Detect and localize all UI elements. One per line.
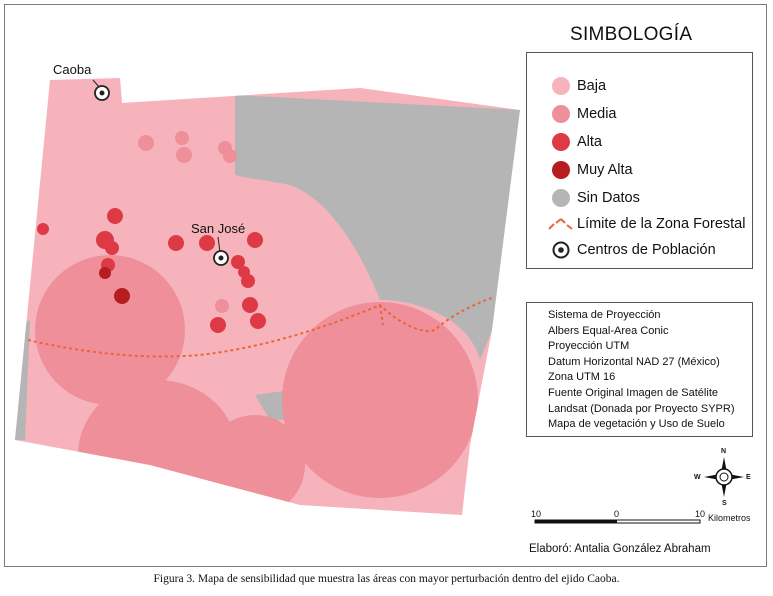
compass-south-label: S [722, 500, 727, 507]
compass-north-label: N [721, 448, 727, 455]
circle-swatch-icon [552, 77, 570, 95]
figure-caption: Figura 3. Mapa de sensibilidad que muest… [153, 573, 620, 585]
circle-swatch-icon [552, 133, 570, 151]
no-data-area-east [235, 95, 520, 360]
dashed-line-icon [548, 218, 573, 230]
legend-label: Alta [577, 134, 602, 150]
media-spots [138, 131, 237, 313]
legend-item-baja: Baja [547, 73, 606, 99]
info-line: Datum Horizontal NAD 27 (México) [548, 355, 720, 368]
info-line: Proyección UTM [548, 340, 630, 353]
info-line: Zona UTM 16 [548, 371, 616, 384]
scale-unit-label: Kilometros [708, 513, 751, 523]
legend-item-forest-limit: Límite de la Zona Forestal [547, 211, 745, 237]
population-center-san-jose [213, 236, 229, 266]
info-line: Landsat (Donada por Proyecto SYPR) [548, 402, 735, 415]
legend-label: Baja [577, 78, 607, 94]
legend-label: Límite de la Zona Forestal [577, 216, 746, 232]
medium-buffer-southeast [282, 302, 478, 498]
very-high-spots [99, 267, 130, 304]
compass-east-label: E [746, 474, 751, 481]
legend-label: Centros de Población [577, 242, 716, 258]
legend-label: Muy Alta [577, 162, 633, 178]
legend-item-sin-datos: Sin Datos [547, 185, 640, 211]
projection-info-box: Sistema de Proyección Albers Equal-Area … [526, 302, 753, 437]
place-label-caoba: Caoba [53, 62, 92, 77]
compass-rose [704, 457, 744, 497]
scale-label-left: 10 [531, 509, 542, 519]
map-credit: Elaboró: Antalia González Abraham [529, 543, 711, 555]
legend-item-muy-alta: Muy Alta [547, 157, 633, 183]
scale-label-zero: 0 [614, 509, 620, 519]
legend-item-population: Centros de Población [547, 237, 716, 263]
info-line: Fuente Original Imagen de Satélite [548, 386, 718, 399]
legend-box: Baja Media Alta Muy Alta Sin Datos Límit… [526, 52, 753, 269]
legend-item-alta: Alta [547, 129, 602, 155]
scale-label-right: 10 [695, 509, 706, 519]
info-line: Mapa de vegetación y Uso de Suelo [548, 418, 725, 431]
info-line: Albers Equal-Area Conic [548, 324, 669, 337]
legend-item-media: Media [547, 101, 617, 127]
legend-label: Sin Datos [577, 190, 640, 206]
circle-swatch-icon [552, 161, 570, 179]
circle-swatch-icon [552, 189, 570, 207]
info-line: Sistema de Proyección [548, 309, 661, 321]
place-label-san-jose: San José [191, 221, 246, 236]
legend-title: SIMBOLOGÍA [570, 24, 693, 45]
population-center-caoba [92, 79, 110, 101]
scale-bar [534, 519, 701, 524]
legend-label: Media [577, 106, 617, 122]
forest-limit-line [27, 297, 493, 358]
compass-west-label: W [694, 474, 701, 481]
alta-spots [37, 208, 266, 333]
medium-buffer-west [35, 255, 185, 405]
circle-swatch-icon [552, 105, 570, 123]
bullseye-icon [552, 241, 570, 259]
